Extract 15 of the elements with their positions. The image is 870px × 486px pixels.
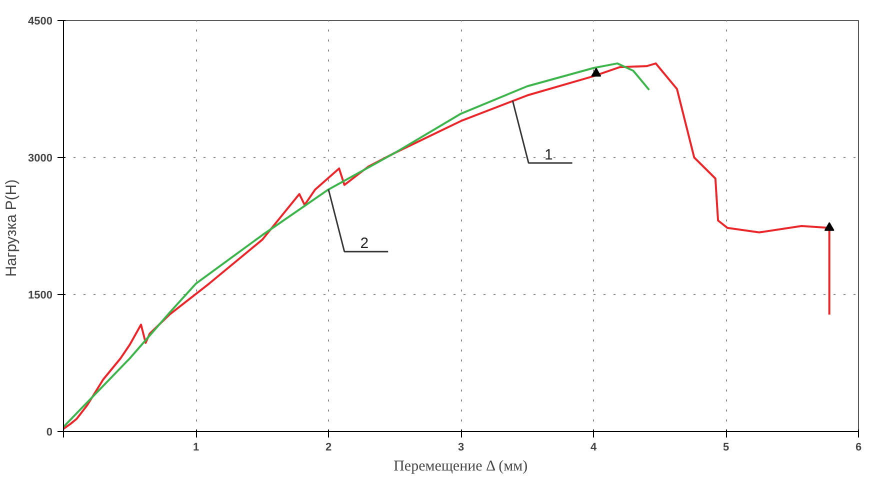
x-axis-title: Перемещение Δ (мм) xyxy=(394,458,528,474)
y-axis-title: Нагрузка P(Н) xyxy=(3,179,20,277)
annotation: 1 xyxy=(544,146,553,164)
x-tick-label: 4 xyxy=(590,442,598,454)
x-tick-label: 6 xyxy=(855,442,862,454)
annotation: 2 xyxy=(360,234,369,252)
y-tick-label: 0 xyxy=(46,426,53,438)
x-tick-label: 2 xyxy=(325,442,332,454)
line-series xyxy=(64,62,650,428)
x-tick-label: 1 xyxy=(192,442,200,454)
x-tick-label: 3 xyxy=(458,442,464,454)
y-tick-label: 4500 xyxy=(28,16,53,28)
y-tick-label: 3000 xyxy=(28,152,53,164)
x-tick-label: 5 xyxy=(722,442,730,454)
y-tick-label: 1500 xyxy=(28,290,53,302)
